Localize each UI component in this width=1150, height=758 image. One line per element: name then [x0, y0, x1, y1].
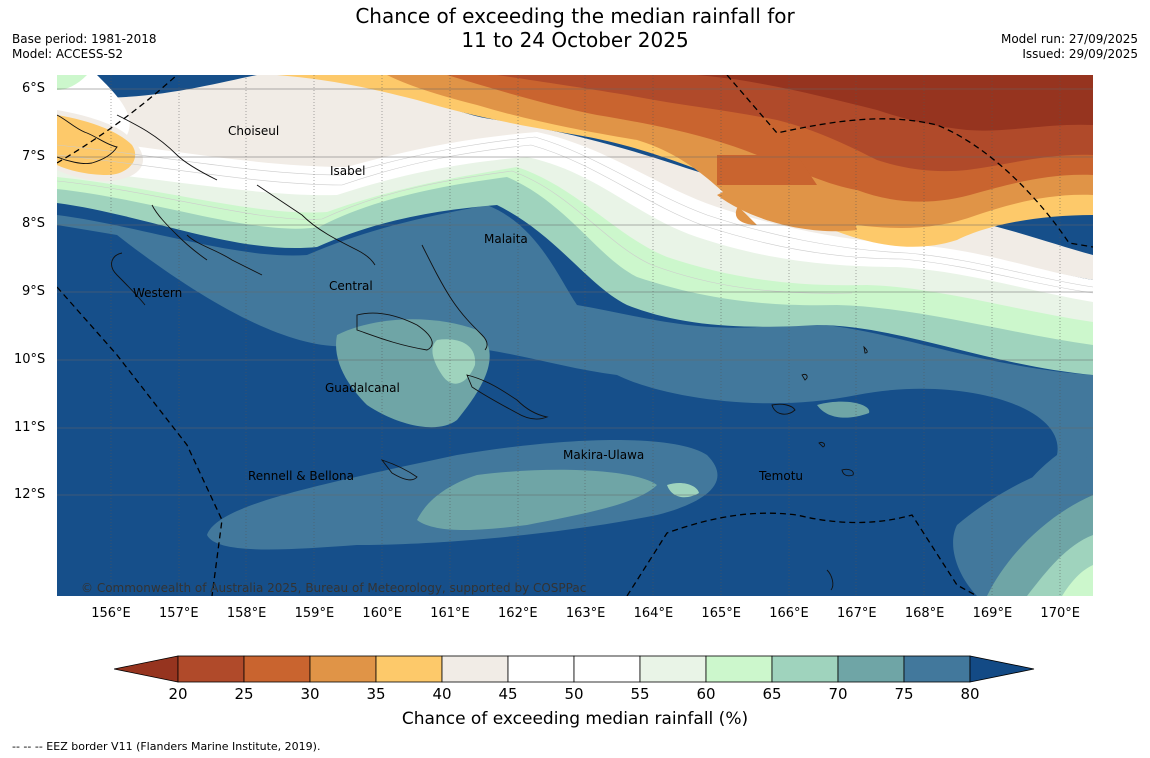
title-line-1: Chance of exceeding the median rainfall …	[355, 4, 795, 28]
colorbar-tick: 50	[564, 685, 584, 703]
colorbar-tick: 75	[894, 685, 914, 703]
colorbar-label: Chance of exceeding median rainfall (%)	[401, 709, 749, 729]
label-temotu: Temotu	[759, 469, 804, 483]
lon-tick: 161°E	[430, 606, 470, 621]
colorbar-tick: 35	[366, 685, 386, 703]
label-choiseul: Choiseul	[228, 124, 280, 138]
lon-tick: 166°E	[769, 606, 809, 621]
colorbar-cell	[441, 655, 509, 683]
lat-tick-6s: 6°S	[22, 81, 46, 96]
label-rennell-bellona: Rennell & Bellona	[248, 469, 355, 483]
latitude-lines	[57, 88, 1093, 496]
colorbar-tick: 55	[630, 685, 650, 703]
rainfall-contours	[57, 75, 1093, 596]
colorbar-tick: 25	[234, 685, 254, 703]
label-western: Western	[133, 286, 183, 300]
colorbar-tick: 80	[960, 685, 980, 703]
label-central: Central	[329, 279, 373, 293]
base-period: Base period: 1981-2018	[12, 32, 157, 46]
colorbar-extend-low	[114, 655, 179, 683]
lat-tick-8s: 8°S	[22, 216, 46, 231]
lat-tick-12s: 12°S	[14, 487, 46, 502]
colorbar-tick: 45	[498, 685, 518, 703]
coastlines	[57, 114, 868, 591]
colorbar-cell	[243, 655, 311, 683]
lon-tick: 170°E	[1040, 606, 1080, 621]
colorbar-cell	[639, 655, 707, 683]
label-makira-ulawa: Makira-Ulawa	[563, 448, 645, 462]
label-guadalcanal: Guadalcanal	[325, 381, 400, 395]
colorbar-tick: 65	[762, 685, 782, 703]
lon-tick: 163°E	[565, 606, 606, 621]
model-run: Model run: 27/09/2025	[1000, 32, 1138, 46]
colorbar-cell	[507, 655, 575, 683]
lon-tick: 162°E	[498, 606, 538, 621]
eez-footnote: -- -- -- EEZ border V11 (Flanders Marine…	[12, 740, 321, 753]
colorbar-cell	[771, 655, 839, 683]
colorbar-cell	[903, 655, 971, 683]
lon-tick: 169°E	[972, 606, 1013, 621]
lon-tick: 157°E	[159, 606, 199, 621]
model-name: Model: ACCESS-S2	[12, 47, 124, 61]
lon-tick: 158°E	[226, 606, 267, 621]
contour-lines	[57, 136, 1093, 294]
colorbar-tick: 60	[696, 685, 716, 703]
label-isabel: Isabel	[330, 164, 366, 178]
lon-tick: 160°E	[362, 606, 402, 621]
colorbar-extend-high	[969, 655, 1035, 683]
title-line-2: 11 to 24 October 2025	[461, 28, 689, 52]
colorbar-cell	[177, 655, 245, 683]
lat-tick-9s: 9°S	[22, 284, 46, 299]
colorbar-cell	[837, 655, 905, 683]
colorbar-cell	[309, 655, 377, 683]
colorbar-tick: 70	[828, 685, 848, 703]
colorbar-cell	[375, 655, 443, 683]
lon-tick: 164°E	[633, 606, 674, 621]
label-malaita: Malaita	[484, 232, 528, 246]
lon-tick: 165°E	[701, 606, 741, 621]
lat-tick-7s: 7°S	[22, 149, 46, 164]
colorbar-tick: 40	[432, 685, 452, 703]
colorbar-tick: 20	[168, 685, 188, 703]
colorbar	[114, 655, 1035, 683]
colorbar-cell	[573, 655, 641, 683]
colorbar-cell	[705, 655, 773, 683]
lon-tick: 159°E	[294, 606, 335, 621]
lat-tick-10s: 10°S	[14, 352, 46, 367]
rainfall-map	[57, 75, 1093, 596]
colorbar-tick: 30	[300, 685, 320, 703]
eez-borders	[57, 75, 1093, 596]
issued-date: Issued: 29/09/2025	[1022, 47, 1138, 61]
lon-tick: 156°E	[91, 606, 131, 621]
lat-tick-11s: 11°S	[14, 420, 46, 435]
lon-tick: 168°E	[904, 606, 945, 621]
lon-tick: 167°E	[837, 606, 877, 621]
copyright-text: © Commonwealth of Australia 2025, Bureau…	[81, 581, 587, 595]
